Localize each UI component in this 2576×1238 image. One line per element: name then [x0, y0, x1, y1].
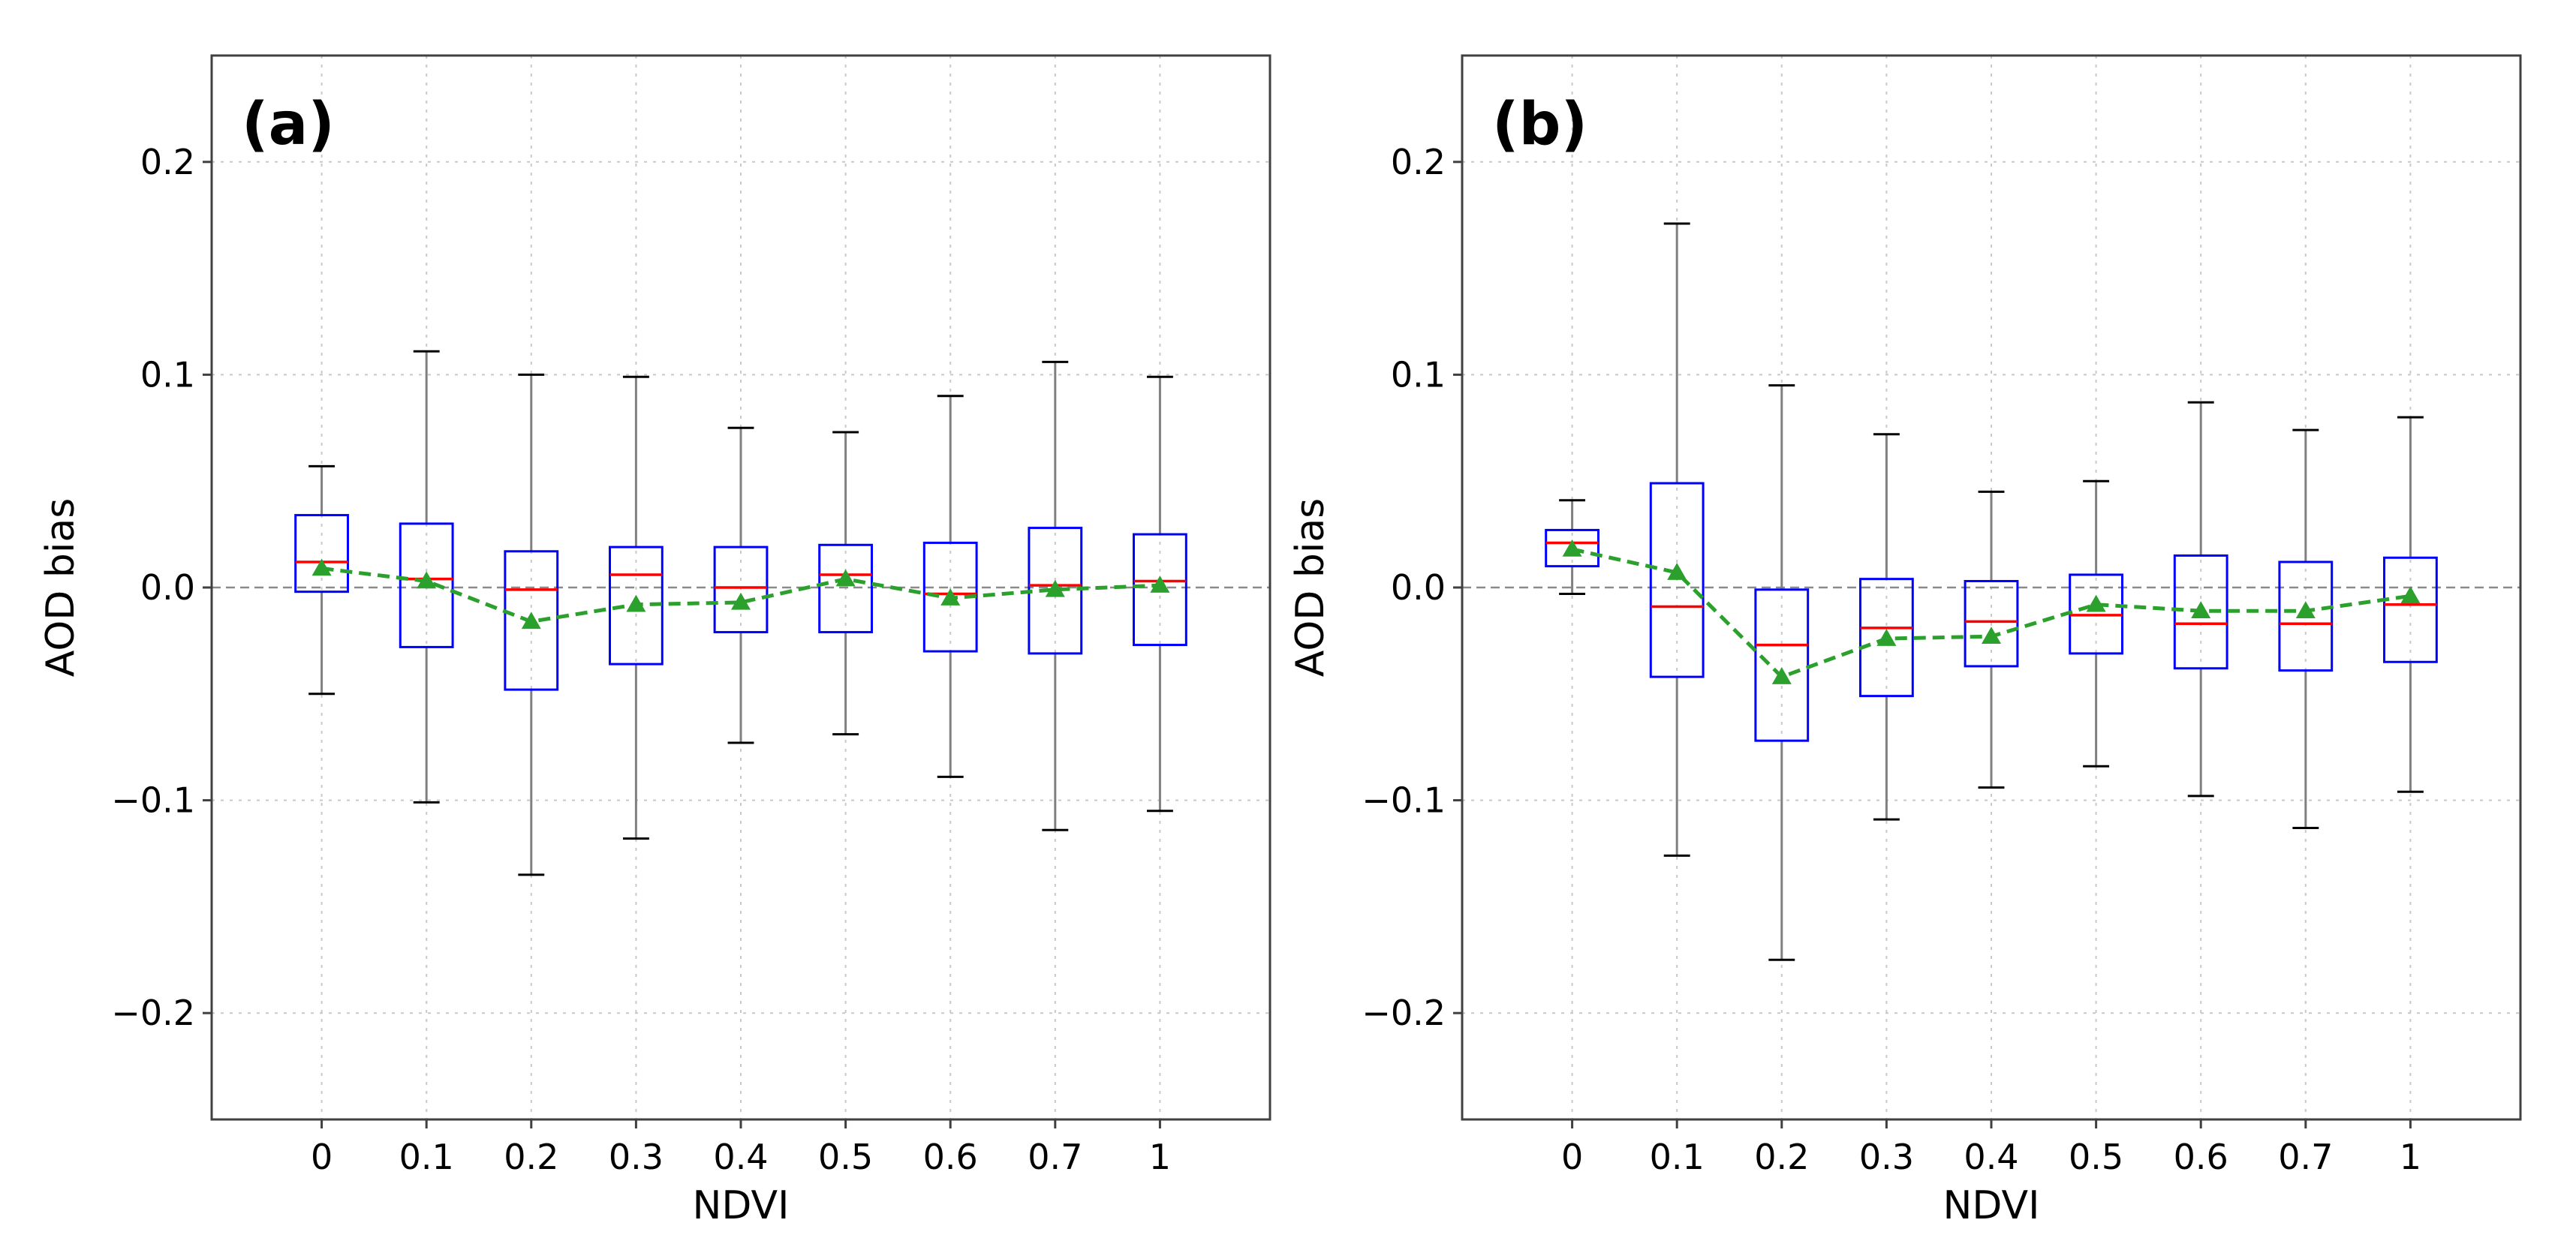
mean-line	[321, 566, 1160, 624]
mean-marker	[1982, 627, 2001, 644]
y-tick-label: 0.2	[140, 142, 195, 182]
box	[1545, 528, 1599, 568]
box	[922, 541, 978, 653]
x-tick-label: 0.2	[504, 1137, 558, 1177]
x-tick-label: 0.7	[2278, 1137, 2333, 1177]
box	[1964, 579, 2019, 668]
box	[1754, 588, 1810, 742]
x-tick-label: 0.6	[2174, 1137, 2228, 1177]
y-axis-label: AOD bias	[1288, 498, 1333, 678]
mean-marker	[1771, 667, 1792, 684]
box	[294, 514, 349, 593]
x-tick-label: 0.5	[2069, 1137, 2123, 1177]
mean-marker	[2191, 601, 2211, 618]
y-tick-label: 0.0	[140, 567, 195, 608]
panel-a: −0.2 −0.1 0.0 0.1 0.2 0 0.1 0.2 0.3 0.4 0.5 0.6 0.7 1…	[38, 54, 1271, 1228]
panel-label: (a)	[242, 91, 335, 158]
x-tick-label: 0	[311, 1137, 333, 1177]
mean-marker	[1562, 539, 1582, 557]
y-tick-label: −0.2	[1362, 993, 1446, 1033]
y-tick-label: −0.1	[111, 780, 195, 821]
box	[504, 550, 559, 691]
x-axis-label: NDVI	[693, 1183, 790, 1228]
x-tick-label: 0.4	[1964, 1137, 2018, 1177]
mean-marker	[521, 611, 541, 630]
box	[399, 522, 454, 648]
box	[2173, 554, 2228, 670]
x-tick-label: 0.3	[609, 1137, 664, 1177]
mean-marker	[311, 558, 332, 576]
x-axis-label: NDVI	[1943, 1183, 2040, 1228]
x-tick-label: 0.2	[1754, 1137, 1809, 1177]
y-tick-label: −0.2	[111, 993, 195, 1033]
x-tick-label: 1	[2400, 1137, 2421, 1177]
x-tick-label: 0.6	[923, 1137, 978, 1177]
box	[1858, 578, 1914, 698]
box	[608, 545, 664, 666]
box	[1133, 533, 1187, 647]
x-tick-label: 0.5	[818, 1137, 873, 1177]
mean-marker	[731, 592, 751, 610]
mean-marker	[940, 588, 961, 605]
box	[2383, 556, 2438, 663]
y-tick-label: 0.1	[1391, 354, 1446, 395]
panel-label: (b)	[1492, 91, 1587, 158]
y-tick-label: 0.1	[140, 354, 195, 395]
mean-marker	[1876, 629, 1897, 646]
mean-marker	[835, 569, 856, 587]
mean-marker	[2295, 601, 2316, 618]
mean-marker	[1045, 579, 1065, 597]
x-tick-label: 1	[1149, 1137, 1171, 1177]
y-tick-label: 0.0	[1391, 567, 1446, 608]
y-tick-label: −0.1	[1362, 780, 1446, 821]
y-axis-label: AOD bias	[38, 498, 83, 678]
y-tick-label: 0.2	[1391, 142, 1446, 182]
x-tick-label: 0.7	[1028, 1137, 1082, 1177]
x-tick-label: 0.4	[713, 1137, 768, 1177]
mean-marker	[2086, 594, 2106, 612]
x-tick-label: 0.1	[399, 1137, 454, 1177]
box	[713, 545, 769, 634]
mean-marker	[1667, 563, 1687, 580]
x-tick-label: 0	[1561, 1137, 1583, 1177]
mean-marker	[626, 594, 646, 612]
x-tick-label: 0.1	[1650, 1137, 1705, 1177]
box	[1649, 482, 1705, 678]
box	[818, 543, 874, 634]
x-tick-label: 0.3	[1859, 1137, 1914, 1177]
box	[2278, 560, 2334, 672]
mean-marker	[2400, 586, 2421, 604]
mean-marker	[1150, 575, 1170, 593]
panel-b: −0.2 −0.1 0.0 0.1 0.2 0 0.1 0.2 0.3 0.4 0.5 0.6 0.7 1…	[1288, 54, 2522, 1228]
mean-marker	[417, 571, 437, 589]
